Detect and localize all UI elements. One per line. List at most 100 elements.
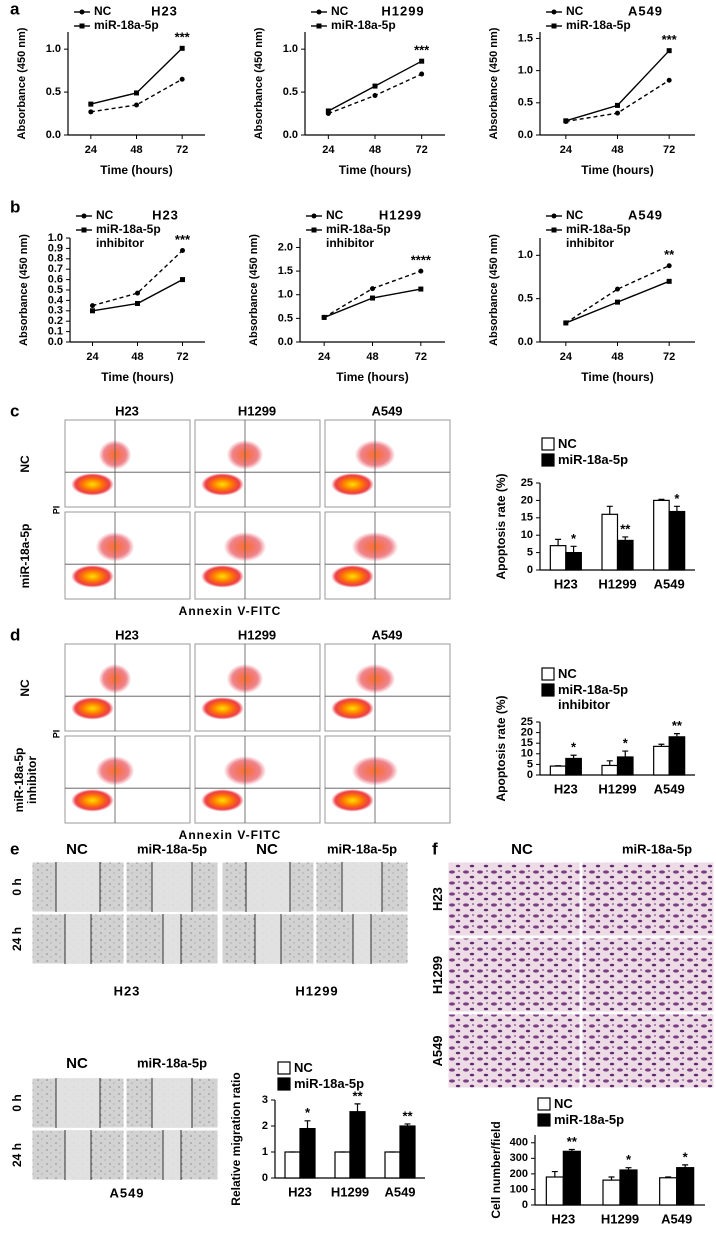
column-label: miR-18a-5p [327, 841, 397, 856]
bar [601, 513, 619, 571]
legend-label-box: NC [331, 4, 348, 18]
point [666, 278, 672, 284]
transwell-image [581, 937, 715, 1013]
flow-blob [331, 697, 374, 720]
wound-gap [163, 914, 181, 964]
x-tick-label: H23 [551, 1211, 575, 1226]
legend-marker [81, 227, 87, 233]
cell-line-label: H23 [114, 983, 141, 998]
wound-gap [152, 1078, 192, 1128]
error-bar [625, 1167, 632, 1170]
line [323, 270, 422, 319]
column-label: miR-18a-5p [622, 841, 692, 856]
y-tick-label: 0.8 [48, 253, 63, 265]
error-bar [304, 1120, 311, 1129]
row-label: 0 h [10, 878, 25, 896]
bar [668, 510, 686, 571]
bar [602, 1179, 621, 1206]
y-tick-label: 25 [521, 477, 533, 489]
bar [565, 757, 582, 776]
x-axis-label: Time (hours) [336, 370, 408, 384]
significance: *** [175, 232, 191, 247]
error-bar [570, 754, 577, 759]
y-tick-label: 300 [510, 1152, 528, 1164]
y-tick-label: 0 [527, 769, 533, 781]
point [134, 102, 139, 108]
legend-swatch [541, 437, 555, 451]
legend-swatch [541, 667, 555, 681]
column-label: NC [256, 841, 278, 858]
y-tick-label: 100 [510, 1183, 528, 1195]
point [615, 102, 620, 108]
legend-label-box: miR-18a-5p [558, 452, 628, 467]
bar [284, 1151, 301, 1179]
legend-marker [551, 227, 557, 233]
bar [549, 545, 567, 571]
y-axis-label: PI [51, 506, 61, 515]
bar [349, 1111, 366, 1179]
bar [653, 745, 670, 776]
x-tick-label: A549 [384, 1184, 415, 1199]
legend-swatch [541, 453, 555, 467]
x-tick-label: 48 [366, 351, 378, 363]
column-label: NC [66, 1055, 88, 1072]
bar [299, 1127, 316, 1179]
legend-label: NC [558, 666, 577, 681]
significance: ** [402, 1108, 413, 1123]
x-tick-label: A549 [654, 781, 685, 796]
legend-label-box: miR-18a-5p [566, 18, 631, 32]
legend-label-box: NC [554, 1096, 573, 1111]
y-tick-label: 0.0 [278, 336, 293, 348]
x-tick-label: 24 [85, 144, 98, 156]
legend-label-box: miR-18a-5p [294, 1076, 364, 1091]
x-tick-label: 24 [318, 351, 331, 363]
column-label: NC [66, 841, 88, 858]
significance: ** [664, 247, 675, 262]
y-tick-label: 0.4 [48, 294, 64, 306]
y-tick-label: 5 [527, 758, 533, 770]
y-tick-label: 0.5 [518, 97, 533, 109]
wound-gap [255, 914, 281, 964]
legend-label: miR-18a-5p [94, 18, 159, 32]
x-axis-label: Time (hours) [581, 370, 653, 384]
legend-swatch [541, 683, 555, 697]
flow-blob [201, 565, 244, 588]
column-label: H1299 [238, 627, 276, 642]
point [88, 101, 94, 107]
y-tick-label: 0.5 [46, 86, 61, 98]
point [615, 286, 620, 292]
legend-marker [316, 9, 322, 15]
line [565, 50, 670, 122]
legend-label-box: miR-18a-5p [331, 18, 396, 32]
point [370, 286, 375, 292]
cell-line-label: H1299 [295, 983, 338, 998]
legend-label-box: NC [558, 436, 577, 451]
legend-label-box: miR-18a-5p inhibitor [558, 682, 628, 712]
flow-blob [71, 473, 114, 496]
x-axis-label: Time (hours) [339, 163, 411, 177]
y-tick-label: 0.5 [48, 284, 63, 296]
chart-title: A549 [628, 207, 663, 222]
point [180, 247, 185, 253]
point [372, 93, 378, 99]
bar [659, 1177, 678, 1206]
legend-label: NC [566, 208, 584, 222]
y-tick-label: 0.0 [48, 336, 63, 348]
wound-gap [342, 862, 382, 912]
y-tick-label: 0.5 [283, 86, 298, 98]
y-tick-label: 15 [521, 512, 533, 524]
y-tick-label: 0.5 [518, 293, 533, 305]
bar [601, 764, 619, 776]
legend-marker [311, 227, 317, 233]
x-tick-label: 72 [663, 144, 675, 156]
chart-title: H23 [152, 207, 179, 222]
flow-blob [331, 473, 374, 496]
significance: ** [620, 521, 631, 536]
flow-blob [71, 565, 114, 588]
x-tick-label: 48 [611, 351, 623, 363]
panel-letter: d [10, 625, 20, 644]
significance: **** [411, 253, 432, 268]
y-axis-label: Absorbance (450 nm) [248, 234, 260, 346]
significance: * [571, 740, 577, 755]
